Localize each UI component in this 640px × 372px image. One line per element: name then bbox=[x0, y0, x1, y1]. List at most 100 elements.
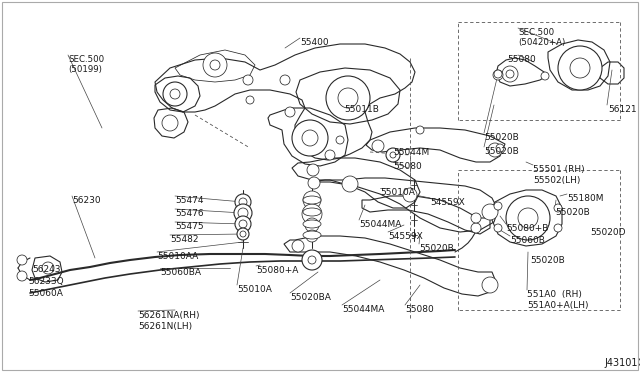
Text: 55010A: 55010A bbox=[237, 285, 272, 294]
Circle shape bbox=[303, 191, 321, 209]
Circle shape bbox=[237, 228, 249, 240]
Circle shape bbox=[315, 135, 325, 145]
Circle shape bbox=[494, 224, 502, 232]
Text: 55044M: 55044M bbox=[393, 148, 429, 157]
Text: 55020B: 55020B bbox=[484, 147, 519, 156]
Text: 55020B: 55020B bbox=[555, 208, 589, 217]
Circle shape bbox=[246, 96, 254, 104]
Circle shape bbox=[292, 240, 304, 252]
Circle shape bbox=[302, 250, 322, 270]
Circle shape bbox=[471, 223, 481, 233]
Ellipse shape bbox=[303, 231, 321, 239]
Circle shape bbox=[305, 218, 319, 232]
Circle shape bbox=[506, 196, 550, 240]
Circle shape bbox=[285, 107, 295, 117]
Circle shape bbox=[210, 60, 220, 70]
Text: 55501 (RH): 55501 (RH) bbox=[533, 165, 584, 174]
Circle shape bbox=[238, 208, 248, 218]
Text: 55020B: 55020B bbox=[484, 133, 519, 142]
Circle shape bbox=[239, 198, 247, 206]
Circle shape bbox=[302, 130, 318, 146]
Text: 55080: 55080 bbox=[393, 162, 422, 171]
Circle shape bbox=[558, 46, 602, 90]
Circle shape bbox=[336, 136, 344, 144]
Text: 54559X: 54559X bbox=[388, 232, 423, 241]
Text: 55010AA: 55010AA bbox=[157, 252, 198, 261]
Text: 55180M: 55180M bbox=[567, 194, 604, 203]
Circle shape bbox=[390, 152, 396, 158]
Circle shape bbox=[235, 194, 251, 210]
Text: J43101QR: J43101QR bbox=[604, 358, 640, 368]
Text: 56261N(LH): 56261N(LH) bbox=[138, 322, 192, 331]
Circle shape bbox=[496, 144, 504, 152]
Circle shape bbox=[302, 204, 322, 224]
Circle shape bbox=[502, 66, 518, 82]
Circle shape bbox=[308, 256, 316, 264]
Circle shape bbox=[17, 271, 27, 281]
Circle shape bbox=[488, 143, 502, 157]
Text: 55011B: 55011B bbox=[344, 105, 379, 114]
Circle shape bbox=[234, 204, 252, 222]
Text: 55010A: 55010A bbox=[380, 188, 415, 197]
Circle shape bbox=[338, 88, 358, 108]
Circle shape bbox=[42, 262, 54, 274]
Circle shape bbox=[170, 89, 180, 99]
Text: 55080+A: 55080+A bbox=[256, 266, 298, 275]
Circle shape bbox=[570, 58, 590, 78]
Circle shape bbox=[243, 75, 253, 85]
Text: 55060B: 55060B bbox=[510, 236, 545, 245]
Text: 56261NA(RH): 56261NA(RH) bbox=[138, 311, 200, 320]
Circle shape bbox=[308, 177, 320, 189]
Text: 55060A: 55060A bbox=[28, 289, 63, 298]
Circle shape bbox=[416, 126, 424, 134]
Text: 55400: 55400 bbox=[300, 38, 328, 47]
Circle shape bbox=[235, 216, 251, 232]
Circle shape bbox=[307, 164, 319, 176]
Text: 55020B: 55020B bbox=[419, 244, 454, 253]
Text: 56233Q: 56233Q bbox=[28, 277, 63, 286]
Text: 55476: 55476 bbox=[175, 209, 204, 218]
Circle shape bbox=[494, 70, 502, 78]
Circle shape bbox=[306, 230, 318, 242]
Circle shape bbox=[554, 224, 562, 232]
Text: 55502(LH): 55502(LH) bbox=[533, 176, 580, 185]
Ellipse shape bbox=[303, 196, 321, 204]
Ellipse shape bbox=[303, 220, 321, 228]
Circle shape bbox=[471, 213, 481, 223]
Circle shape bbox=[494, 202, 502, 210]
Circle shape bbox=[541, 72, 549, 80]
Ellipse shape bbox=[303, 208, 321, 216]
Text: 55080: 55080 bbox=[405, 305, 434, 314]
Text: 55080+B: 55080+B bbox=[506, 224, 548, 233]
Circle shape bbox=[518, 208, 538, 228]
Text: 551A0  (RH): 551A0 (RH) bbox=[527, 290, 582, 299]
Circle shape bbox=[342, 176, 358, 192]
Text: 55475: 55475 bbox=[175, 222, 204, 231]
Text: 56243: 56243 bbox=[32, 265, 61, 274]
Text: 55080: 55080 bbox=[507, 55, 536, 64]
Text: 55020D: 55020D bbox=[590, 228, 625, 237]
Text: (50199): (50199) bbox=[68, 65, 102, 74]
Circle shape bbox=[162, 115, 178, 131]
Circle shape bbox=[482, 277, 498, 293]
Circle shape bbox=[506, 70, 514, 78]
Text: 55020BA: 55020BA bbox=[290, 293, 331, 302]
Circle shape bbox=[386, 148, 400, 162]
Circle shape bbox=[163, 82, 187, 106]
Circle shape bbox=[326, 76, 370, 120]
Circle shape bbox=[554, 204, 562, 212]
Circle shape bbox=[203, 53, 227, 77]
Text: 56230: 56230 bbox=[72, 196, 100, 205]
Text: 56121: 56121 bbox=[608, 105, 637, 114]
Text: 55060BA: 55060BA bbox=[160, 268, 201, 277]
Circle shape bbox=[372, 140, 384, 152]
Text: 551A0+A(LH): 551A0+A(LH) bbox=[527, 301, 589, 310]
Text: (50420+A): (50420+A) bbox=[518, 38, 565, 47]
Text: 55482: 55482 bbox=[170, 235, 198, 244]
Circle shape bbox=[292, 120, 328, 156]
Text: 55044MA: 55044MA bbox=[342, 305, 385, 314]
Text: SEC.500: SEC.500 bbox=[68, 55, 104, 64]
Text: 55044MA: 55044MA bbox=[359, 220, 401, 229]
Circle shape bbox=[482, 204, 498, 220]
Text: 55474: 55474 bbox=[175, 196, 204, 205]
